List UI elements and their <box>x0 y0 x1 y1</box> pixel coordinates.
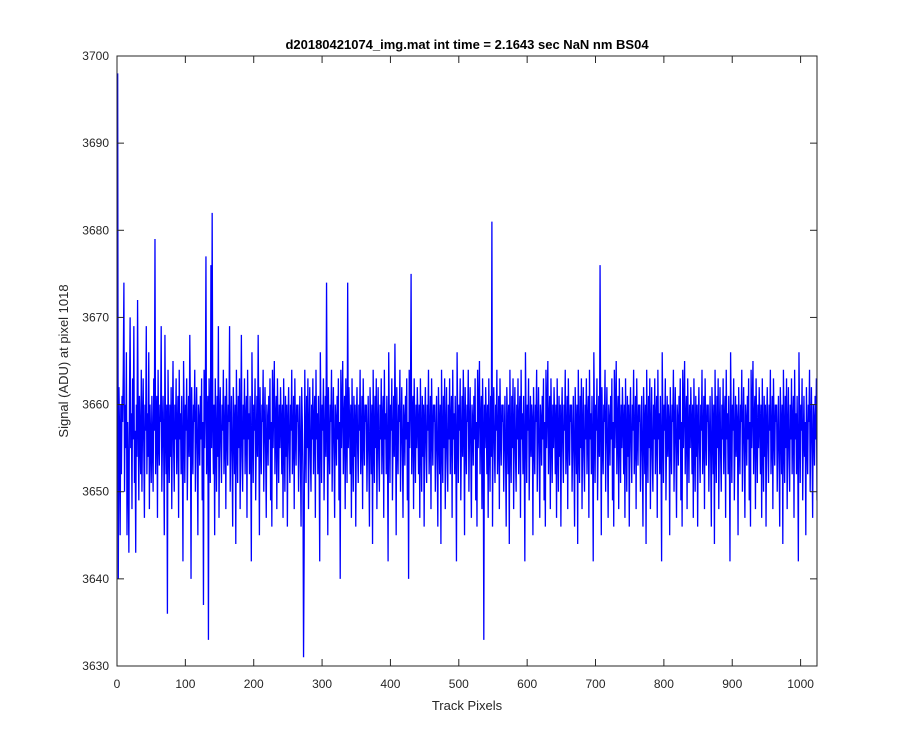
x-tick-label: 1000 <box>787 677 814 691</box>
y-tick-label: 3670 <box>82 310 109 324</box>
axes-background <box>117 56 817 666</box>
y-axis: 3630 3640 3650 3660 3670 3680 3690 3700 <box>82 49 817 673</box>
axes-box <box>116 55 818 667</box>
y-tick-label: 3630 <box>82 659 109 673</box>
x-tick-label: 200 <box>244 677 264 691</box>
x-tick-label: 600 <box>517 677 537 691</box>
x-tick-label: 100 <box>175 677 195 691</box>
x-tick-label: 800 <box>654 677 674 691</box>
y-tick-label: 3640 <box>82 572 109 586</box>
x-tick-label: 300 <box>312 677 332 691</box>
y-tick-label: 3690 <box>82 136 109 150</box>
x-tick-label: 900 <box>722 677 742 691</box>
chart-title: d20180421074_img.mat int time = 2.1643 s… <box>285 37 649 52</box>
y-tick-label: 3680 <box>82 223 109 237</box>
y-tick-label: 3660 <box>82 398 109 412</box>
x-axis: 0 100 200 300 400 500 600 700 800 900 1000 <box>114 56 814 691</box>
y-tick-label: 3700 <box>82 49 109 63</box>
series-group <box>117 73 817 658</box>
x-tick-label: 0 <box>114 677 121 691</box>
x-tick-label: 400 <box>380 677 400 691</box>
y-tick-label: 3650 <box>82 485 109 499</box>
y-axis-label: Signal (ADU) at pixel 1018 <box>56 284 71 437</box>
x-tick-label: 700 <box>586 677 606 691</box>
plot-area <box>116 55 818 667</box>
x-axis-label: Track Pixels <box>432 698 503 713</box>
series-line <box>117 73 817 658</box>
x-tick-label: 500 <box>449 677 469 691</box>
